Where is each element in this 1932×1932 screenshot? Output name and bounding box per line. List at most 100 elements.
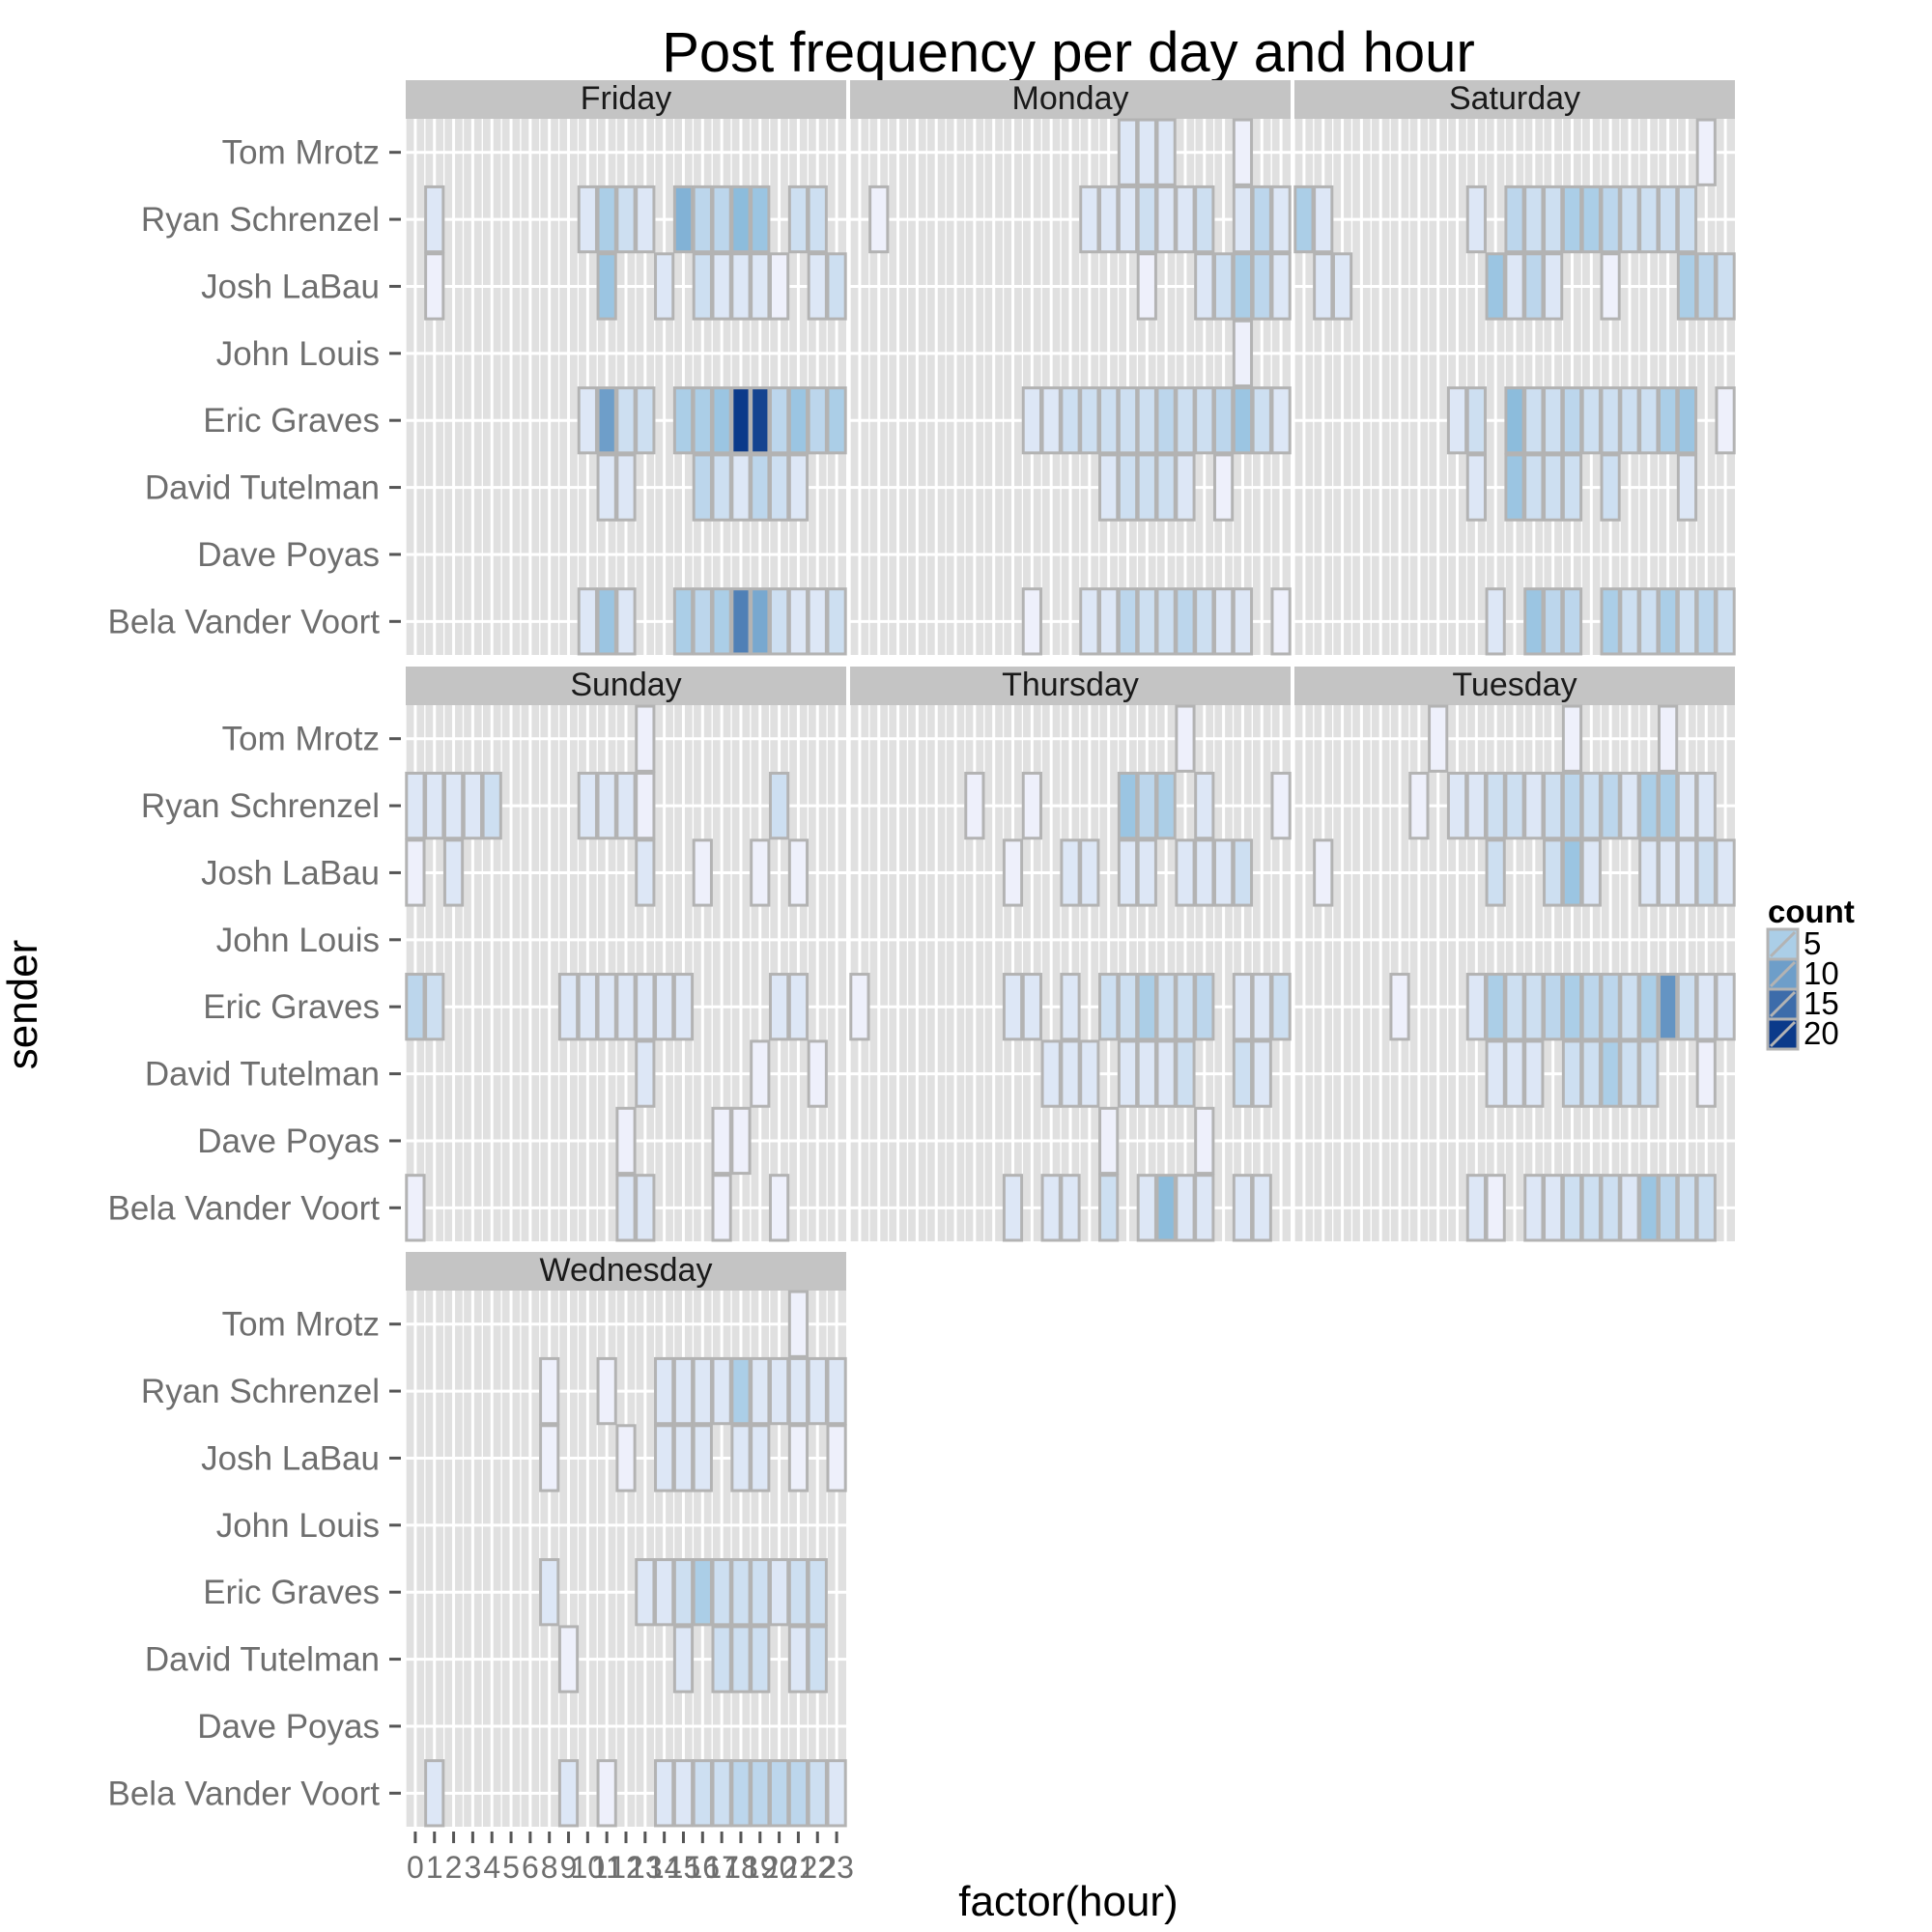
heat-tile (635, 704, 656, 773)
heat-tile (768, 587, 790, 656)
heat-tile (1098, 973, 1120, 1041)
y-tick-label: David Tutelman (145, 469, 380, 507)
heat-tile (1676, 838, 1698, 907)
heat-tile (1600, 771, 1621, 840)
heat-tile (1079, 838, 1100, 907)
heat-tile (1676, 771, 1698, 840)
heat-tile (1580, 1039, 1602, 1108)
heat-tile (1194, 973, 1215, 1041)
heat-tile (1251, 252, 1272, 321)
heat-tile (826, 1759, 847, 1828)
heat-tile (1657, 973, 1679, 1041)
heat-tile (1155, 453, 1177, 522)
heat-tile (405, 973, 426, 1041)
heat-tile (654, 1424, 675, 1492)
heat-tile (692, 386, 713, 455)
y-tick-label: Ryan Schrenzel (141, 1373, 380, 1410)
facet-panel-monday: Monday (849, 80, 1292, 656)
x-tick-label: 22 (800, 1850, 835, 1885)
heat-tile (730, 1106, 752, 1176)
heat-tile (768, 771, 790, 840)
heat-tile (424, 771, 445, 840)
heat-tile (577, 386, 598, 455)
heat-tile (1117, 1039, 1139, 1108)
heat-tile (730, 587, 752, 656)
heat-tile (1155, 185, 1177, 254)
heat-tile (711, 1174, 732, 1242)
heat-tile (807, 587, 828, 656)
heat-tile (807, 1625, 828, 1693)
heat-tile (730, 1558, 752, 1627)
x-tick-label: 4 (483, 1850, 500, 1885)
heat-tile (1523, 386, 1545, 455)
y-axis-label: sender (0, 940, 46, 1070)
heat-tile (635, 386, 656, 455)
heat-tile (1270, 386, 1292, 455)
legend-label: 15 (1804, 985, 1839, 1021)
heat-tile (1117, 771, 1139, 840)
heat-tile (1428, 704, 1449, 773)
heat-tile (1136, 973, 1157, 1041)
heat-tile (1619, 973, 1640, 1041)
heat-tile (750, 587, 771, 656)
heat-tile (1523, 771, 1545, 840)
heat-tile (1465, 771, 1487, 840)
heat-tile (1580, 771, 1602, 840)
heat-tile (1194, 386, 1215, 455)
heat-tile (787, 1759, 810, 1828)
heat-tile (1504, 973, 1525, 1041)
heat-tile (1465, 453, 1487, 522)
heat-tile (1485, 973, 1506, 1041)
heat-tile (1079, 386, 1100, 455)
heat-tile (1485, 1174, 1506, 1242)
heat-tile (405, 771, 426, 840)
heat-tile (462, 771, 484, 840)
heat-tile (1485, 1039, 1506, 1108)
heat-tile (1543, 838, 1564, 907)
facet-panels: Friday Tom Mrotz Ryan Schrenzel Josh LaBau J… (108, 80, 1736, 1885)
heat-tile (964, 771, 985, 840)
heat-tile (539, 1356, 560, 1426)
heat-tile (1408, 771, 1430, 840)
heat-tile (1638, 771, 1660, 840)
heat-tile (1117, 973, 1139, 1041)
facet-panel-saturday: Saturday (1293, 80, 1736, 656)
heat-tile (730, 1424, 752, 1492)
heat-tile (1313, 185, 1334, 254)
heat-tile (596, 1759, 617, 1828)
heat-tile (596, 453, 617, 522)
heat-tile (1212, 252, 1235, 321)
heat-tile (1136, 252, 1157, 321)
heat-tile (672, 587, 695, 656)
heat-tile (1543, 973, 1564, 1041)
heat-tile (692, 453, 713, 522)
heat-tile (1619, 1174, 1640, 1242)
facet-strip-label: Monday (1012, 80, 1129, 117)
heat-tile (692, 1424, 713, 1492)
heat-tile (826, 1356, 847, 1426)
heat-tile (1638, 587, 1660, 656)
heat-tile (730, 386, 752, 455)
heat-tile (750, 1625, 771, 1693)
heat-tile (787, 587, 810, 656)
heat-tile (711, 1356, 732, 1426)
heat-tile (1638, 386, 1660, 455)
heat-tile (1232, 252, 1254, 321)
heat-tile (730, 1625, 752, 1693)
heat-tile (615, 587, 637, 656)
heat-tile (1523, 1174, 1545, 1242)
heat-tile (1695, 1174, 1717, 1242)
heat-tile (424, 185, 445, 254)
heat-tile (1561, 1174, 1583, 1242)
heat-tile (1580, 185, 1602, 254)
heat-tile (1175, 704, 1196, 773)
heat-tile (1504, 771, 1525, 840)
x-tick-label: 6 (522, 1850, 539, 1885)
heat-tile (1580, 838, 1602, 907)
heat-tile (1136, 386, 1157, 455)
heat-tile (672, 1625, 695, 1693)
facet-strip (850, 667, 1291, 705)
heat-tile (615, 771, 637, 840)
